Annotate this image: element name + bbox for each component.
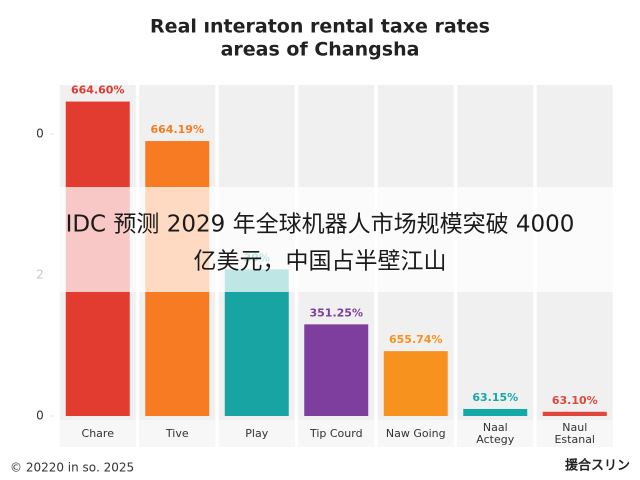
bar-annotation: 664.60%	[71, 84, 124, 97]
bar-annotation: 664.19%	[151, 123, 204, 136]
label-strip	[457, 420, 534, 447]
label-strip	[139, 420, 216, 447]
footer-brand: 援合スリン	[565, 458, 630, 474]
label-strip	[218, 420, 295, 447]
bar-annotation: 351.25%	[310, 306, 363, 319]
bar	[463, 408, 528, 416]
y-tick-label: 0	[36, 409, 44, 423]
label-strip	[377, 420, 454, 447]
bar	[383, 351, 448, 416]
bar	[304, 324, 369, 416]
bar-annotation: 63.15%	[472, 391, 518, 404]
x-tick-label: Naw Going	[386, 427, 446, 440]
label-strip	[298, 420, 375, 447]
overlay-band	[0, 187, 640, 292]
bar	[542, 411, 607, 416]
x-tick-label: Tip Courd	[309, 427, 363, 440]
x-tick-label: Naul Estanal	[554, 421, 595, 446]
x-tick-label: Naal Actegy	[476, 421, 514, 446]
x-tick-label: Tive	[165, 427, 189, 440]
overlay-caption: IDC 预测 2029 年全球机器人市场规模突破 4000	[66, 212, 575, 238]
bar	[224, 269, 289, 416]
overlay-caption: 亿美元，中国占半壁江山	[194, 249, 447, 275]
label-strip	[59, 420, 136, 447]
chart-title: Real ınteraton rental taxe rates	[150, 16, 490, 38]
footer-note: © 20220 in so. 2025	[10, 461, 134, 475]
label-strip	[536, 420, 613, 447]
bar-annotation: 63.10%	[552, 394, 598, 407]
chart-title: areas of Changsha	[221, 39, 420, 61]
y-tick-label: 0	[36, 127, 44, 141]
x-tick-label: Chare	[82, 427, 115, 440]
bar-annotation: 655.74%	[389, 333, 442, 346]
x-tick-label: Play	[245, 427, 268, 440]
